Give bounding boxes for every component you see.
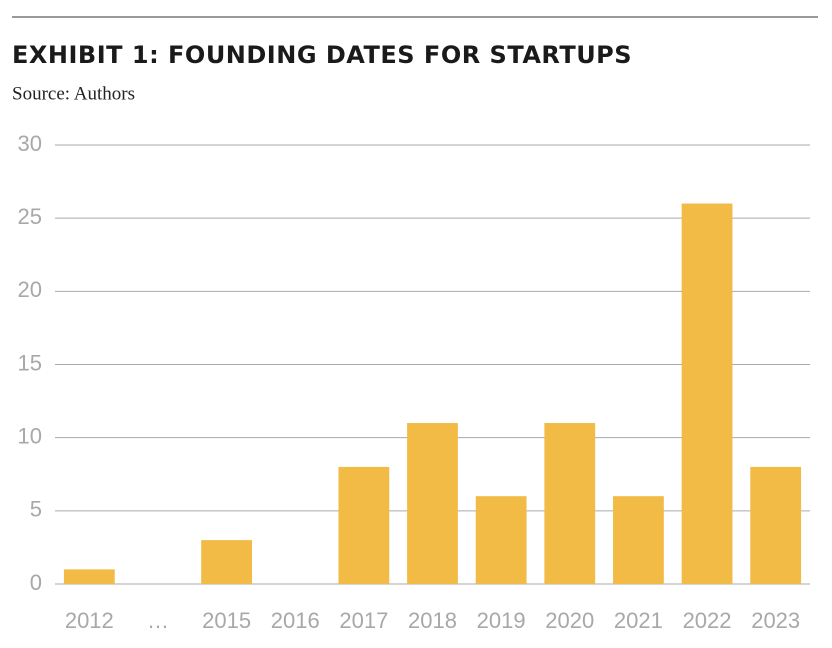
bar (750, 466, 802, 584)
bar (681, 203, 733, 585)
x-tick-label: 2015 (202, 608, 251, 633)
x-tick-label: 2022 (683, 608, 732, 633)
y-tick-label: 15 (18, 350, 42, 375)
chart-subtitle: Source: Authors (12, 83, 135, 104)
bar (613, 496, 664, 584)
y-tick-label: 10 (18, 423, 42, 448)
x-tick-label: 2020 (545, 608, 594, 633)
x-tick-label: 2021 (614, 608, 663, 633)
y-tick-label: 20 (18, 277, 42, 302)
bar (63, 569, 115, 584)
y-tick-label: 5 (30, 497, 42, 522)
x-tick-label: 2016 (271, 608, 320, 633)
y-tick-label: 25 (18, 204, 42, 229)
x-tick-label: 2017 (339, 608, 388, 633)
chart-title: EXHIBIT 1: FOUNDING DATES FOR STARTUPS (12, 41, 632, 69)
bar (475, 496, 527, 584)
bar (544, 423, 596, 584)
bar (407, 423, 458, 584)
y-tick-label: 30 (18, 131, 42, 156)
y-tick-label: 0 (30, 570, 42, 595)
x-tick-label: 2019 (477, 608, 526, 633)
x-tick-label: 2012 (65, 608, 114, 633)
x-tick-label: … (147, 608, 169, 633)
x-tick-label: 2018 (408, 608, 457, 633)
bar (201, 540, 252, 584)
x-tick-label: 2023 (751, 608, 800, 633)
bar (338, 466, 390, 584)
